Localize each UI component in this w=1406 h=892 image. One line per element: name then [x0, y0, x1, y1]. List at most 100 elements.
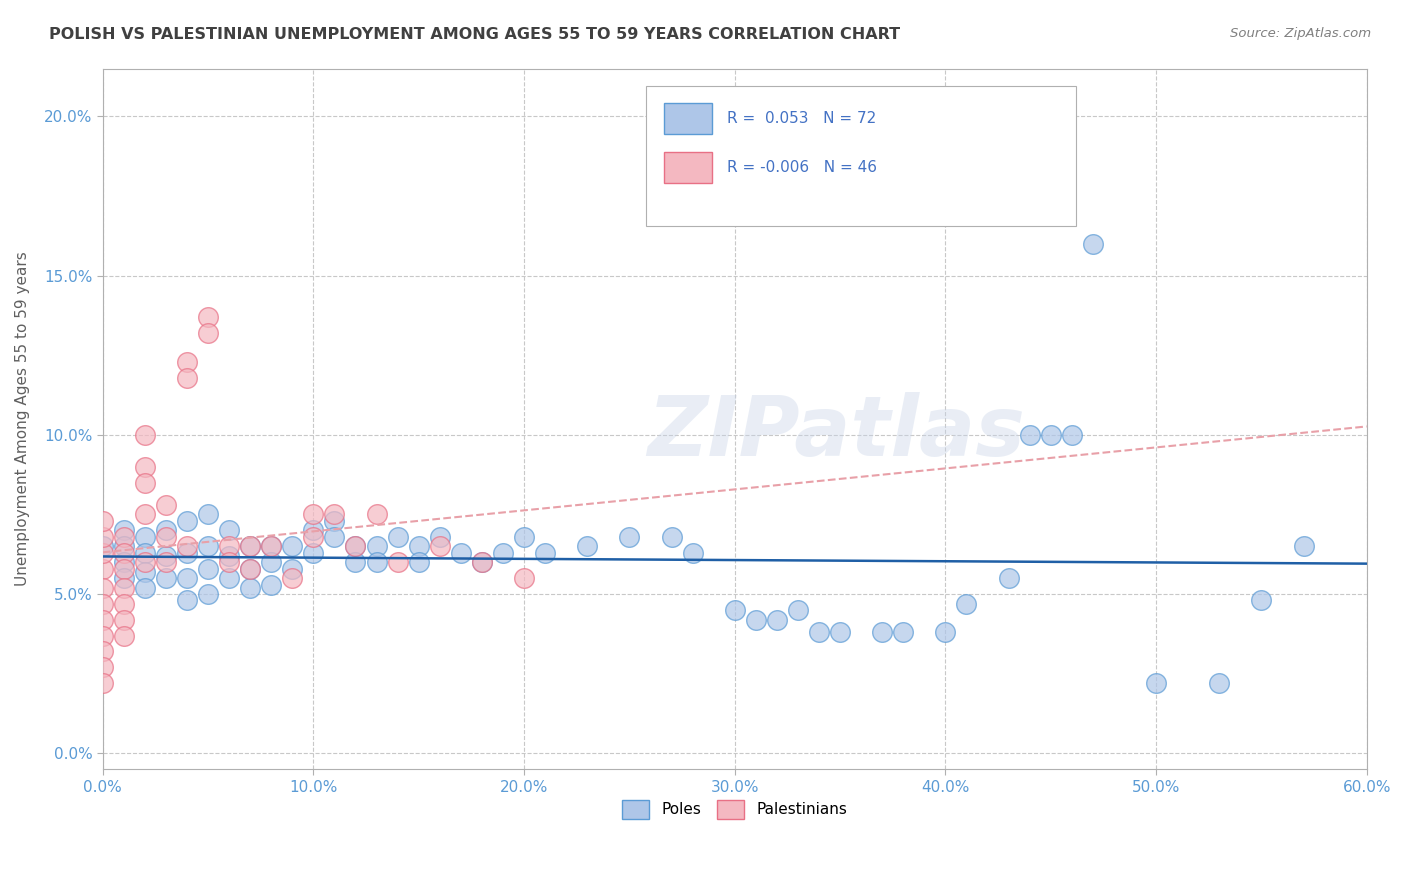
Point	[134, 475, 156, 490]
Point	[239, 581, 262, 595]
Point	[112, 539, 135, 553]
Point	[344, 539, 367, 553]
Point	[91, 597, 114, 611]
Point	[408, 539, 430, 553]
Point	[302, 530, 325, 544]
Point	[1039, 427, 1062, 442]
Point	[239, 539, 262, 553]
Point	[91, 581, 114, 595]
Point	[218, 539, 240, 553]
Point	[281, 539, 304, 553]
Point	[471, 555, 494, 569]
Point	[134, 581, 156, 595]
Point	[112, 524, 135, 538]
Point	[323, 530, 346, 544]
Point	[366, 555, 388, 569]
Text: R =  0.053   N = 72: R = 0.053 N = 72	[727, 111, 876, 126]
Point	[366, 508, 388, 522]
Point	[176, 370, 198, 384]
FancyBboxPatch shape	[664, 152, 711, 183]
Point	[891, 625, 914, 640]
FancyBboxPatch shape	[664, 103, 711, 134]
Point	[134, 459, 156, 474]
Point	[155, 571, 177, 585]
Point	[176, 514, 198, 528]
Point	[239, 539, 262, 553]
Point	[155, 524, 177, 538]
Point	[260, 555, 283, 569]
Point	[281, 561, 304, 575]
Point	[344, 555, 367, 569]
Point	[828, 625, 851, 640]
Point	[91, 660, 114, 674]
Point	[513, 530, 536, 544]
Point	[112, 546, 135, 560]
Point	[260, 577, 283, 591]
FancyBboxPatch shape	[647, 86, 1076, 227]
Point	[934, 625, 956, 640]
Point	[218, 555, 240, 569]
Point	[112, 561, 135, 575]
Point	[176, 571, 198, 585]
Point	[302, 524, 325, 538]
Point	[450, 546, 472, 560]
Point	[387, 555, 409, 569]
Text: ZIPatlas: ZIPatlas	[647, 392, 1025, 474]
Point	[1144, 676, 1167, 690]
Point	[197, 539, 219, 553]
Point	[176, 546, 198, 560]
Point	[323, 514, 346, 528]
Point	[91, 676, 114, 690]
Point	[1292, 539, 1315, 553]
Point	[197, 587, 219, 601]
Point	[1060, 427, 1083, 442]
Point	[239, 561, 262, 575]
Point	[1208, 676, 1230, 690]
Point	[112, 530, 135, 544]
Y-axis label: Unemployment Among Ages 55 to 59 years: Unemployment Among Ages 55 to 59 years	[15, 252, 30, 586]
Point	[387, 530, 409, 544]
Point	[91, 628, 114, 642]
Point	[155, 549, 177, 563]
Point	[1018, 427, 1040, 442]
Point	[619, 530, 641, 544]
Point	[724, 603, 747, 617]
Point	[155, 555, 177, 569]
Point	[91, 514, 114, 528]
Point	[197, 326, 219, 340]
Point	[134, 530, 156, 544]
Point	[218, 524, 240, 538]
Point	[997, 571, 1019, 585]
Point	[870, 625, 893, 640]
Point	[176, 354, 198, 368]
Text: Source: ZipAtlas.com: Source: ZipAtlas.com	[1230, 27, 1371, 40]
Point	[807, 625, 830, 640]
Point	[534, 546, 557, 560]
Point	[281, 571, 304, 585]
Point	[408, 555, 430, 569]
Point	[344, 539, 367, 553]
Point	[134, 508, 156, 522]
Point	[766, 613, 789, 627]
Point	[429, 530, 451, 544]
Point	[197, 310, 219, 324]
Point	[302, 546, 325, 560]
Point	[323, 508, 346, 522]
Point	[576, 539, 599, 553]
Point	[112, 628, 135, 642]
Point	[1250, 593, 1272, 607]
Point	[91, 539, 114, 553]
Point	[745, 613, 768, 627]
Point	[91, 530, 114, 544]
Point	[155, 530, 177, 544]
Point	[429, 539, 451, 553]
Point	[134, 565, 156, 579]
Point	[112, 571, 135, 585]
Point	[787, 603, 810, 617]
Point	[218, 549, 240, 563]
Point	[682, 546, 704, 560]
Point	[260, 539, 283, 553]
Point	[661, 530, 683, 544]
Point	[91, 546, 114, 560]
Point	[513, 571, 536, 585]
